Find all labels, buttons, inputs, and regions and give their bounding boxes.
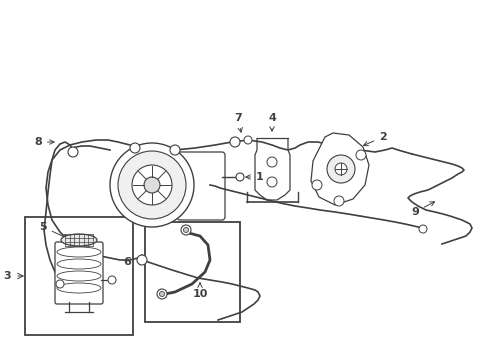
Circle shape bbox=[236, 173, 244, 181]
Circle shape bbox=[118, 151, 185, 219]
Text: 3: 3 bbox=[3, 271, 11, 281]
Circle shape bbox=[130, 143, 140, 153]
Text: 7: 7 bbox=[234, 113, 242, 132]
Text: 5: 5 bbox=[39, 222, 67, 239]
Circle shape bbox=[266, 157, 276, 167]
Text: 6: 6 bbox=[123, 257, 131, 267]
FancyBboxPatch shape bbox=[177, 152, 224, 220]
Bar bbox=[25, 217, 133, 335]
Circle shape bbox=[108, 276, 116, 284]
Text: 2: 2 bbox=[363, 132, 386, 146]
Circle shape bbox=[266, 177, 276, 187]
Circle shape bbox=[143, 177, 160, 193]
Circle shape bbox=[229, 137, 240, 147]
Text: 9: 9 bbox=[410, 202, 434, 217]
Circle shape bbox=[132, 165, 172, 205]
FancyBboxPatch shape bbox=[55, 242, 103, 304]
Circle shape bbox=[333, 196, 343, 206]
Circle shape bbox=[334, 163, 346, 175]
Bar bbox=[145, 222, 240, 322]
Polygon shape bbox=[310, 133, 368, 205]
Circle shape bbox=[418, 225, 426, 233]
Text: 1: 1 bbox=[245, 172, 264, 182]
Circle shape bbox=[355, 150, 365, 160]
Text: 10: 10 bbox=[192, 283, 207, 299]
Circle shape bbox=[56, 280, 64, 288]
Circle shape bbox=[68, 147, 78, 157]
Circle shape bbox=[326, 155, 354, 183]
Text: 8: 8 bbox=[34, 137, 54, 147]
Text: 4: 4 bbox=[267, 113, 275, 131]
Circle shape bbox=[157, 289, 167, 299]
Circle shape bbox=[183, 228, 188, 233]
Circle shape bbox=[244, 136, 251, 144]
Circle shape bbox=[170, 145, 180, 155]
Circle shape bbox=[181, 225, 191, 235]
Circle shape bbox=[311, 180, 321, 190]
Circle shape bbox=[137, 255, 147, 265]
Circle shape bbox=[110, 143, 194, 227]
Circle shape bbox=[159, 292, 164, 297]
Ellipse shape bbox=[61, 234, 97, 246]
